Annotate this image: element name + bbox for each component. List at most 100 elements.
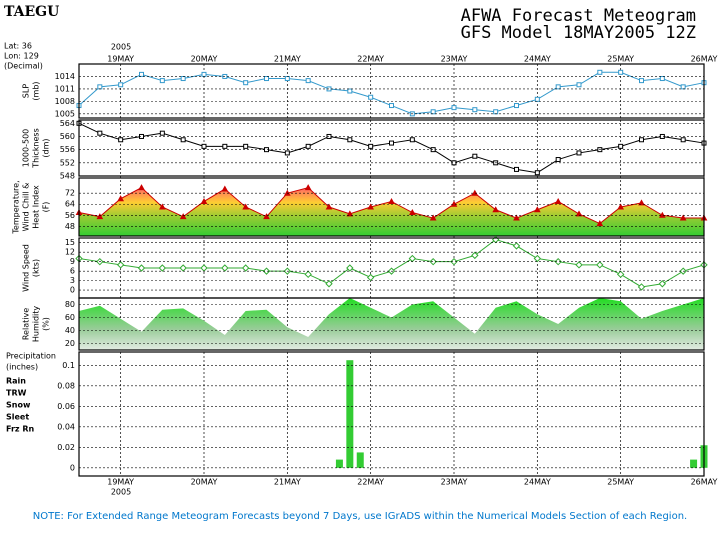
marker	[554, 197, 562, 204]
panel: 1000-500 Thickness (dm) 548 552 556 560 564	[22, 119, 707, 181]
marker	[576, 150, 582, 156]
bar	[690, 459, 698, 468]
marker	[179, 264, 187, 272]
marker	[284, 150, 290, 156]
panel: Temperature, Wind Chill & Heat Index (F) 48 5…	[12, 177, 708, 237]
y-axis-label: (%)	[42, 317, 51, 331]
marker	[201, 71, 207, 77]
legend-entry: Sleet	[6, 413, 29, 422]
y-tick-label: 0.02	[57, 443, 75, 452]
marker	[638, 199, 645, 206]
marker	[408, 208, 416, 216]
note: NOTE: For Extended Range Meteogram Forec…	[33, 511, 687, 522]
area	[79, 187, 704, 236]
panel-frame	[78, 63, 705, 119]
marker	[200, 197, 208, 204]
y-axis-label: Relative	[22, 308, 31, 340]
marker	[637, 283, 646, 291]
marker	[492, 206, 500, 213]
marker	[117, 195, 125, 202]
y-tick-label: 1011	[55, 84, 75, 93]
y-tick-label: 72	[65, 189, 75, 198]
y-axis-label: 1000-500	[22, 129, 31, 168]
x-tick-label: 21MAY	[274, 478, 301, 487]
marker	[534, 96, 540, 102]
marker	[368, 143, 374, 149]
y-axis-label: Humidity	[32, 306, 41, 343]
marker	[200, 264, 208, 272]
marker	[304, 184, 312, 191]
x-tick-label: 22MAY	[357, 478, 384, 487]
lon: Lon: 129	[4, 52, 39, 61]
marker	[616, 270, 625, 279]
marker	[222, 143, 228, 149]
y-axis-label: Wind Chill &	[22, 183, 31, 232]
bar	[335, 459, 343, 468]
line	[78, 239, 705, 288]
marker	[639, 137, 644, 143]
y-tick-label: 9	[70, 257, 75, 266]
y-tick-label: 0.06	[57, 402, 75, 411]
marker	[512, 242, 521, 250]
marker	[658, 280, 667, 288]
y-tick-label: 48	[65, 222, 75, 231]
marker	[533, 254, 542, 263]
marker	[304, 270, 312, 279]
panel: SLP (mb) 1005 1008 1011 1014	[22, 63, 707, 119]
y-axis-label: (dm)	[42, 138, 51, 157]
y-tick-label: 0	[70, 463, 75, 472]
marker	[617, 203, 625, 210]
y-tick-label: 548	[60, 172, 75, 181]
panel-frame	[78, 119, 705, 177]
marker	[408, 254, 417, 263]
marker	[555, 157, 561, 163]
marker	[96, 213, 104, 220]
x-tick-label: 24MAY	[524, 478, 551, 487]
marker	[158, 264, 167, 272]
marker	[472, 153, 478, 159]
marker	[472, 107, 478, 113]
marker	[159, 78, 165, 84]
y-tick-label: 0	[70, 286, 75, 295]
legend-entry: Rain	[6, 377, 26, 386]
panel-frame	[78, 297, 705, 351]
marker	[346, 210, 354, 217]
x-tick-label: 19MAY	[107, 478, 134, 487]
marker	[305, 143, 311, 149]
marker	[347, 88, 353, 94]
marker	[596, 261, 604, 269]
marker	[514, 166, 519, 172]
y-tick-label: 40	[65, 326, 75, 335]
marker	[221, 185, 229, 192]
marker	[555, 84, 561, 90]
y-tick-label: 0.08	[57, 381, 75, 390]
marker	[430, 109, 436, 115]
y-tick-label: 1008	[55, 97, 75, 106]
x-tick-label: 20MAY	[191, 478, 218, 487]
x-tick-label: 26MAY	[691, 478, 718, 487]
y-tick-label: 0.04	[57, 422, 75, 431]
marker	[429, 214, 437, 221]
marker	[576, 82, 582, 88]
marker	[243, 143, 249, 149]
marker	[180, 76, 186, 82]
marker	[575, 261, 583, 269]
title: AFWA Forecast Meteogram	[461, 6, 696, 26]
marker	[116, 261, 125, 269]
y-tick-label: 20	[65, 339, 75, 348]
y-tick-label: 1014	[55, 72, 75, 81]
y-tick-label: 560	[60, 132, 75, 141]
marker	[639, 78, 644, 84]
marker	[97, 130, 103, 136]
marker	[513, 214, 520, 221]
x-tick-label: 26MAY	[691, 55, 718, 64]
marker	[429, 257, 437, 266]
marker	[137, 264, 146, 272]
marker	[284, 76, 290, 82]
y-tick-label: 6	[70, 267, 75, 276]
y-axis-label: (inches)	[6, 363, 38, 372]
marker	[680, 84, 686, 90]
x-tick-label: 19MAY	[107, 55, 134, 64]
marker	[118, 137, 124, 143]
